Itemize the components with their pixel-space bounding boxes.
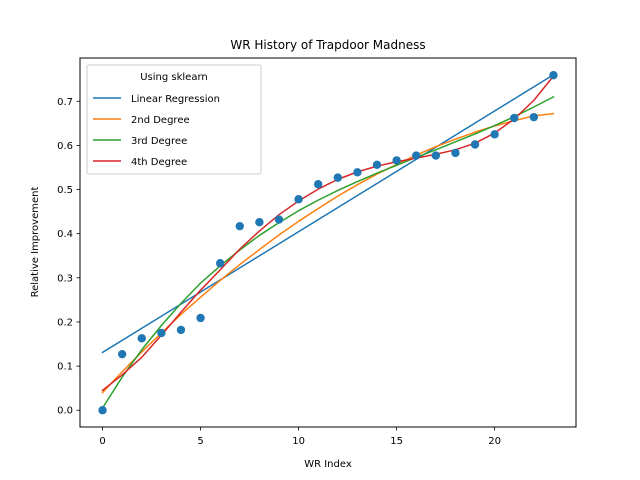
- data-point: [255, 217, 264, 227]
- y-tick-label: 0.6: [57, 141, 73, 152]
- series-layer: [101, 73, 555, 410]
- data-point: [372, 160, 382, 170]
- data-point: [196, 313, 205, 323]
- data-point: [313, 180, 323, 189]
- plot-area: [79, 57, 577, 428]
- x-axis-label: WR Index: [304, 459, 352, 470]
- x-tick-label: 5: [197, 436, 203, 447]
- x-tick-label: 10: [292, 436, 305, 447]
- axes-frame: [79, 57, 577, 428]
- x-tick-label: 20: [488, 436, 501, 447]
- legend: Using sklearn Linear Regression 2nd Degre…: [86, 64, 262, 175]
- data-point: [157, 328, 166, 338]
- legend-entries: Linear Regression 2nd Degree 3rd Degree 4th…: [93, 94, 220, 168]
- series-line-2: [101, 95, 555, 410]
- data-point: [274, 215, 284, 224]
- series-line-1: [101, 112, 555, 394]
- y-tick-label: 0.7: [57, 97, 73, 108]
- y-tick-label: 0.4: [57, 229, 73, 240]
- data-point: [431, 151, 441, 160]
- legend-label: Linear Regression: [131, 94, 220, 105]
- data-point: [176, 325, 186, 335]
- data-points: [98, 71, 558, 415]
- data-point: [392, 156, 401, 165]
- chart-title: WR History of Trapdoor Madness: [230, 38, 425, 52]
- data-point: [137, 334, 146, 343]
- legend-label: 2nd Degree: [131, 115, 190, 126]
- x-tick-label: 15: [390, 436, 403, 447]
- data-point: [490, 130, 499, 139]
- data-point: [470, 140, 480, 149]
- data-point: [235, 221, 244, 231]
- data-point: [451, 148, 460, 158]
- data-point: [510, 113, 519, 123]
- y-tick-label: 0.1: [57, 362, 73, 373]
- data-point: [333, 173, 343, 182]
- legend-title: Using sklearn: [140, 72, 208, 83]
- data-point: [294, 195, 303, 204]
- y-tick-label: 0.3: [57, 273, 73, 284]
- legend-label: 3rd Degree: [131, 136, 187, 147]
- series-line-3: [101, 75, 555, 392]
- x-tick-label: 0: [99, 436, 105, 447]
- y-tick-label: 0.2: [57, 317, 73, 328]
- data-point: [215, 259, 225, 268]
- data-point: [529, 112, 539, 122]
- legend-box: [86, 64, 262, 175]
- y-tick-label: 0.0: [57, 406, 73, 417]
- y-axis-label: Relative Improvement: [30, 187, 41, 298]
- legend-label: 4th Degree: [131, 157, 187, 168]
- data-point: [412, 151, 421, 160]
- data-point: [98, 406, 107, 415]
- y-axis-ticks: 0.0 0.1 0.2 0.3 0.4 0.5 0.6 0.7: [57, 97, 80, 417]
- x-axis-ticks: 0 5 10 15 20: [99, 427, 501, 447]
- data-point: [549, 71, 558, 80]
- data-point: [353, 168, 362, 177]
- y-tick-label: 0.5: [57, 185, 73, 196]
- data-point: [117, 349, 127, 359]
